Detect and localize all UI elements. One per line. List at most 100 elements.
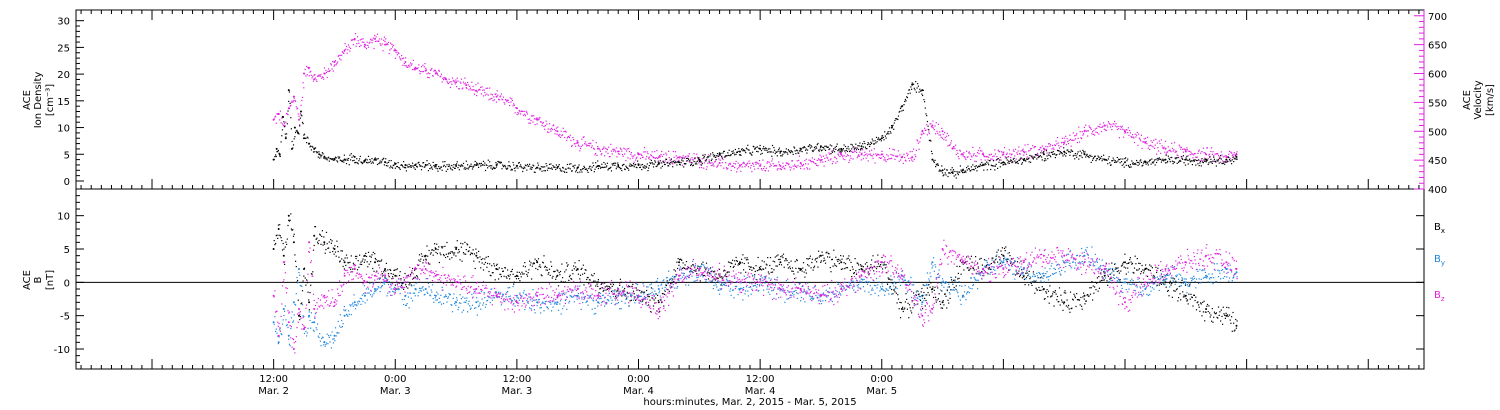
velocity-dot (744, 166, 746, 168)
density-dot (1152, 162, 1154, 164)
density-dot (869, 145, 871, 148)
density-dot (1193, 160, 1195, 162)
bx-dot (540, 274, 542, 276)
velocity-dot (904, 156, 906, 159)
velocity-dot (1143, 138, 1145, 140)
density-dot (281, 129, 284, 131)
velocity-dot (1163, 146, 1165, 148)
velocity-dot (286, 112, 288, 114)
bx-dot (617, 290, 619, 292)
velocity-dot (968, 152, 970, 154)
bx-dot (379, 277, 381, 279)
velocity-dot (551, 127, 553, 129)
bx-dot (1072, 298, 1074, 300)
bx-dot (573, 265, 575, 267)
density-dot (1167, 155, 1169, 157)
density-dot (1059, 151, 1061, 153)
velocity-point (840, 153, 843, 156)
density-dot (559, 167, 561, 170)
bx-dot (820, 261, 822, 263)
density-point (637, 164, 640, 166)
by-dot (295, 304, 297, 306)
bx-dot (1211, 308, 1213, 310)
density-dot (639, 166, 641, 169)
density-dot (737, 150, 739, 152)
density-dot (416, 166, 418, 168)
velocity-dot (1096, 127, 1098, 129)
density-dot (789, 151, 791, 153)
density-dot (686, 160, 688, 162)
density-dot (589, 165, 591, 167)
velocity-dot (907, 153, 909, 155)
bx-dot (1120, 265, 1123, 267)
bx-dot (791, 270, 793, 272)
velocity-dot (537, 117, 539, 119)
velocity-dot (495, 101, 498, 103)
bx-dot (403, 279, 405, 281)
bx-dot (277, 224, 279, 226)
bx-dot (753, 268, 755, 270)
velocity-dot (629, 158, 631, 160)
bx-dot (1116, 268, 1118, 270)
bx-dot (579, 274, 582, 276)
density-dot (984, 162, 986, 165)
velocity-dot (698, 162, 700, 164)
bx-dot (946, 307, 948, 309)
velocity-dot (612, 150, 615, 152)
velocity-dot (812, 160, 814, 163)
velocity-dot (668, 150, 670, 152)
density-dot (558, 164, 560, 166)
density-dot (880, 140, 882, 142)
by-dot (339, 314, 341, 316)
bx-dot (346, 257, 348, 259)
density-dot (439, 168, 441, 170)
density-dot (674, 161, 677, 163)
bx-dot (1197, 301, 1199, 303)
velocity-dot (745, 164, 747, 166)
data-layer (272, 33, 1238, 354)
velocity-dot (959, 149, 961, 151)
bx-dot (659, 299, 661, 301)
bx-dot (829, 267, 831, 269)
velocity-point (718, 162, 721, 164)
bx-dot (452, 252, 454, 254)
velocity-dot (478, 89, 480, 91)
bx-dot (944, 293, 946, 295)
density-dot (486, 164, 488, 166)
density-dot (814, 148, 816, 150)
bx-dot (796, 259, 798, 261)
bx-dot (958, 277, 960, 279)
velocity-point (455, 81, 458, 84)
bx-point (308, 301, 311, 304)
velocity-dot (760, 163, 762, 165)
bx-dot (279, 235, 281, 237)
density-dot (1065, 155, 1067, 157)
density-point (275, 147, 278, 150)
density-dot (1186, 159, 1189, 161)
velocity-dot (544, 125, 546, 127)
velocity-dot (714, 161, 716, 163)
bx-dot (361, 260, 363, 262)
bx-dot (1165, 286, 1167, 288)
bx-dot (902, 310, 904, 313)
bx-dot (396, 275, 398, 277)
density-dot (434, 166, 436, 168)
velocity-dot (1229, 157, 1231, 160)
velocity-dot (307, 66, 309, 69)
density-dot (594, 168, 596, 170)
bx-dot (754, 270, 756, 272)
bx-dot (1156, 284, 1158, 286)
velocity-dot (780, 168, 782, 170)
velocity-dot (1094, 128, 1096, 130)
velocity-dot (1075, 134, 1077, 136)
density-dot (1005, 157, 1008, 159)
velocity-dot (758, 163, 760, 165)
velocity-dot (578, 145, 580, 147)
bx-dot (364, 259, 366, 261)
velocity-dot (676, 158, 678, 160)
velocity-dot (995, 159, 997, 161)
bx-dot (696, 267, 699, 269)
bx-dot (887, 277, 889, 279)
bx-dot (740, 272, 742, 274)
density-dot (420, 165, 422, 167)
